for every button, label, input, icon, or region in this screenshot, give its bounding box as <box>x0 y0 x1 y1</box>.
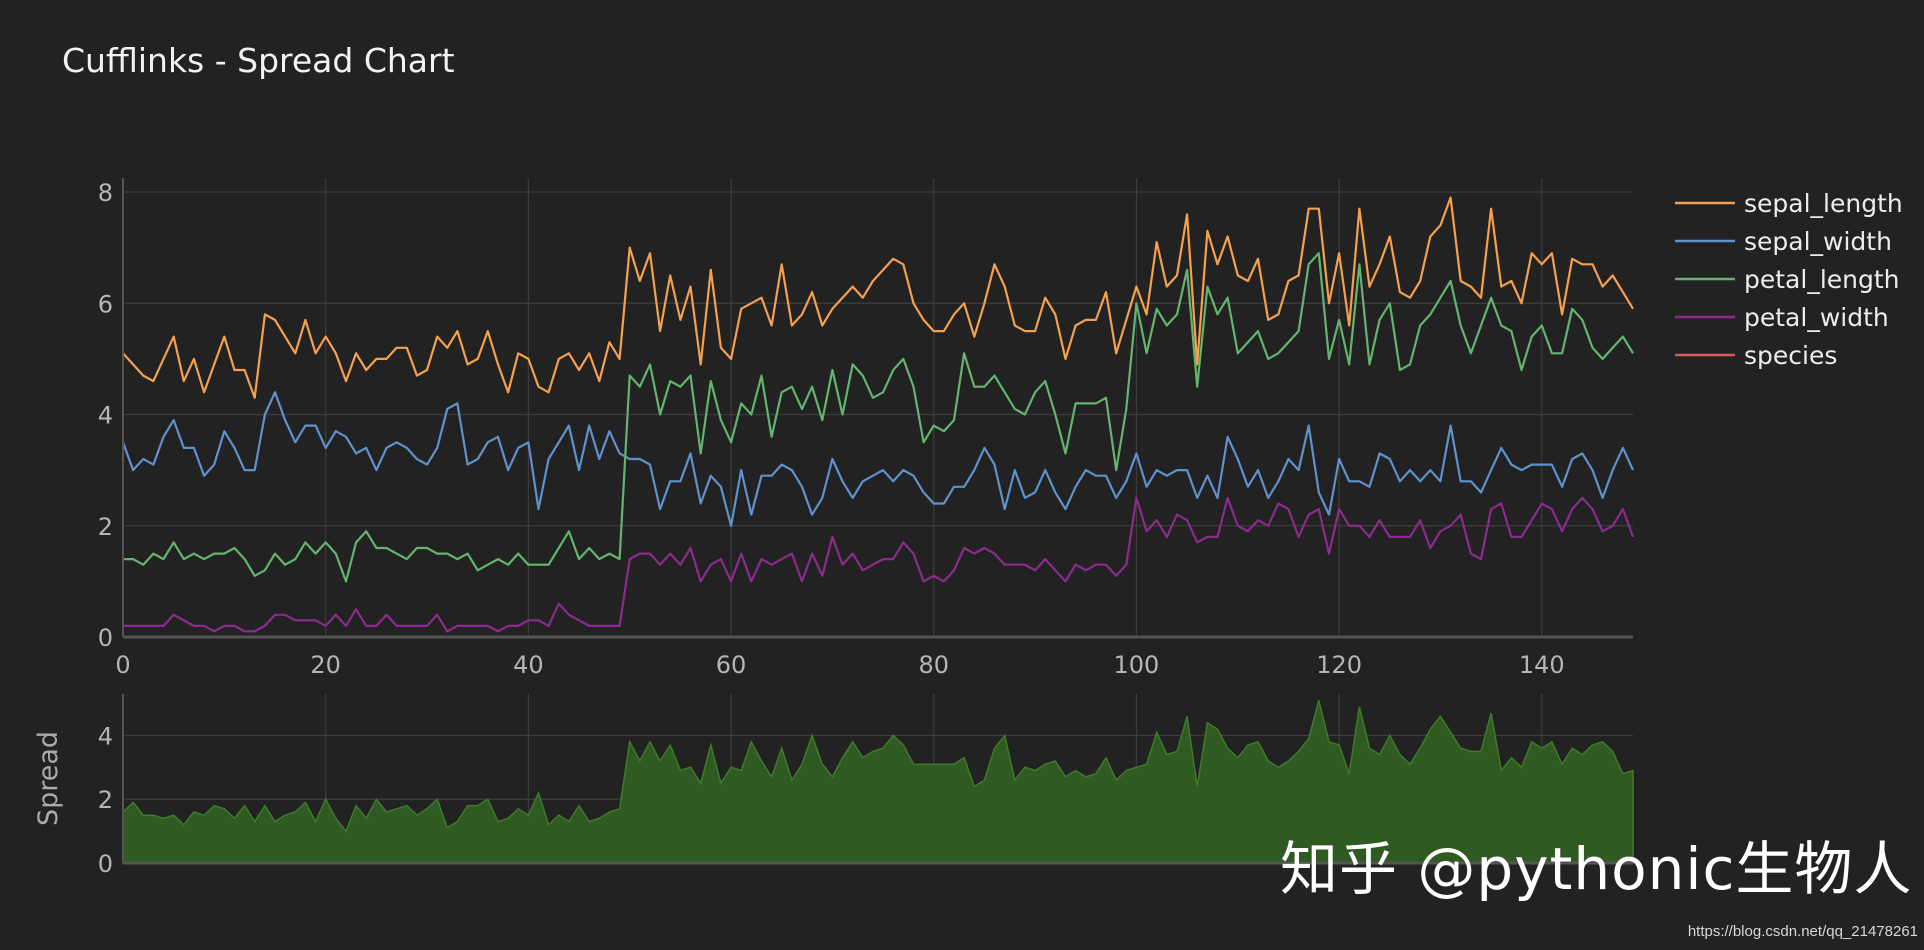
chart-title: Cufflinks - Spread Chart <box>62 41 455 80</box>
series-line-sepal_width <box>121 391 1635 527</box>
y-tick-label: 2 <box>98 513 113 541</box>
x-tick-label: 140 <box>1519 651 1565 679</box>
x-tick-label: 80 <box>918 651 949 679</box>
legend-label-petal_width[interactable]: petal_width <box>1744 303 1889 332</box>
series-line-petal_length <box>123 252 1634 583</box>
spread-area-plot <box>122 700 1634 864</box>
legend-label-petal_length[interactable]: petal_length <box>1744 265 1900 294</box>
series-line-sepal_length <box>122 196 1634 399</box>
spread-area <box>122 700 1634 864</box>
x-tick-label: 120 <box>1316 651 1362 679</box>
x-tick-label: 60 <box>716 651 747 679</box>
x-tick-label: 40 <box>513 651 544 679</box>
y-tick-label: 0 <box>98 624 113 652</box>
watermark-text: 知乎 @pythonic生物人 <box>1280 835 1913 903</box>
x-tick-label: 20 <box>310 651 341 679</box>
legend-label-sepal_length[interactable]: sepal_length <box>1744 189 1903 218</box>
series-line-petal_width <box>123 496 1635 633</box>
series-lines <box>121 196 1635 633</box>
y-tick-label: 8 <box>98 179 113 207</box>
source-credit: https://blog.csdn.net/qq_21478261 <box>1687 923 1918 940</box>
spread-y-tick-label: 2 <box>98 786 113 814</box>
top-grid <box>122 178 1633 637</box>
x-tick-label: 0 <box>115 651 130 679</box>
y-tick-label: 4 <box>98 402 113 430</box>
legend: sepal_length sepal_width petal_lengthpetal… <box>1675 189 1903 370</box>
x-tick-label: 100 <box>1114 651 1160 679</box>
spread-y-tick-label: 0 <box>98 850 113 878</box>
y-tick-label: 6 <box>98 290 113 318</box>
spread-axis-label: Spread <box>33 731 64 826</box>
legend-label-species[interactable]: species <box>1744 341 1837 370</box>
spread-y-tick-label: 4 <box>98 722 113 750</box>
legend-label-sepal_width[interactable]: sepal_width <box>1744 227 1892 256</box>
